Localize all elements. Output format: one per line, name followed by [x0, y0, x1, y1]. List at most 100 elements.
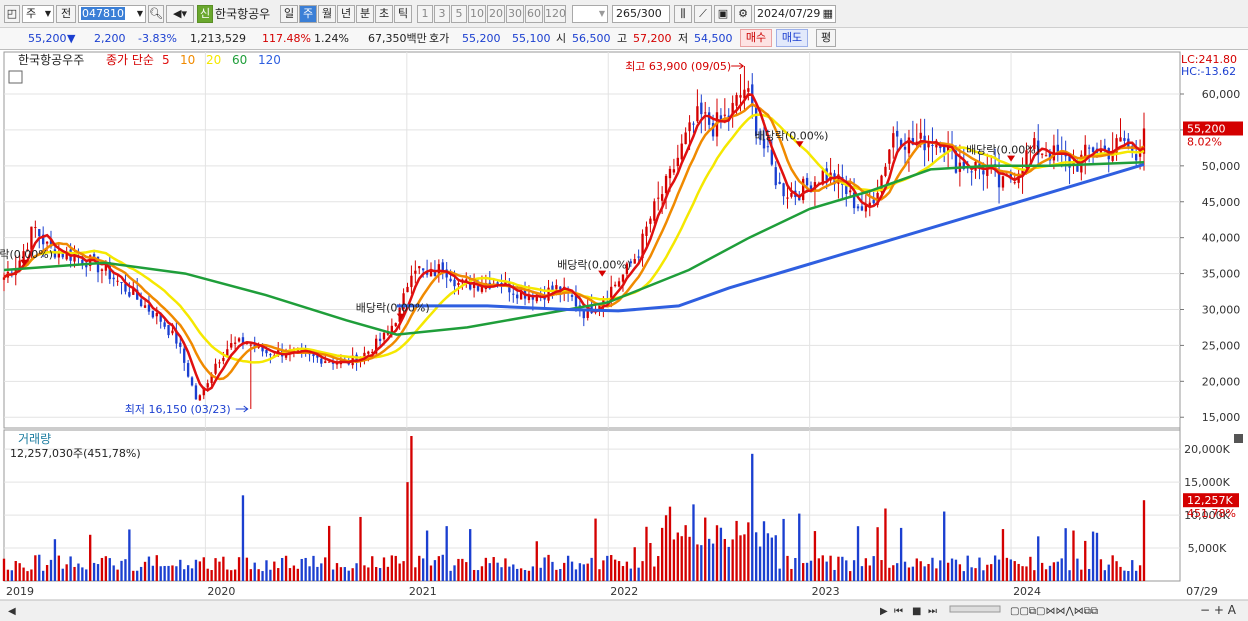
- zoom-controls-icon[interactable]: − + A: [1200, 603, 1237, 617]
- interval-button-30[interactable]: 30: [506, 5, 524, 23]
- scroll-bar[interactable]: [0, 600, 1248, 621]
- candle-body: [49, 239, 53, 247]
- candle-body: [120, 282, 123, 284]
- volume-bar: [38, 554, 41, 581]
- tab-period-2[interactable]: 월: [318, 5, 336, 23]
- volume-bar: [414, 567, 417, 581]
- volume-bar: [1099, 559, 1103, 581]
- candle-body: [104, 264, 108, 271]
- candle-body: [931, 144, 934, 146]
- interval-button-120[interactable]: 120: [544, 5, 566, 23]
- rewind-icon[interactable]: ⏮: [894, 606, 903, 617]
- tab-period-4[interactable]: 분: [356, 5, 374, 23]
- candle-body: [198, 395, 202, 401]
- volume-bar: [809, 560, 813, 581]
- interval-button-20[interactable]: 20: [487, 5, 505, 23]
- gear-icon[interactable]: ⚙: [734, 5, 752, 23]
- candle-body: [621, 274, 625, 282]
- x-axis-label: 2021: [409, 585, 437, 598]
- candle-body: [668, 168, 672, 179]
- interval-button-3[interactable]: 3: [434, 5, 450, 23]
- volume-bar: [911, 566, 915, 581]
- tab-period-0[interactable]: 일: [280, 5, 298, 23]
- candle-body: [555, 285, 558, 290]
- search-icon[interactable]: 🔍︎: [148, 5, 164, 23]
- buy-button[interactable]: 매수: [740, 29, 772, 47]
- volume-bar: [637, 567, 640, 581]
- tab-period-5[interactable]: 초: [375, 5, 393, 23]
- stock-code-input[interactable]: 047810 ▼: [78, 5, 146, 23]
- volume-bar: [194, 559, 198, 581]
- candle-body: [1025, 150, 1028, 168]
- volume-bar: [739, 535, 742, 581]
- sell-button[interactable]: 매도: [776, 29, 808, 47]
- volume-bar: [277, 568, 280, 581]
- candle-body: [112, 277, 115, 280]
- candle-type-icon[interactable]: ⫼: [674, 5, 692, 23]
- volume-bar: [49, 559, 53, 581]
- tool-icons[interactable]: ▢▢⧉▢⋈⋈⋀⋈⧉⧉: [1010, 606, 1098, 617]
- candle-body: [147, 304, 151, 312]
- candle-body: [688, 122, 691, 132]
- interval-button-5[interactable]: 5: [451, 5, 467, 23]
- candle-body: [696, 106, 699, 122]
- forward-icon[interactable]: ⏭: [928, 606, 937, 617]
- close-panel-icon[interactable]: [1234, 434, 1243, 443]
- volume-tick-label: 20,000K: [1184, 443, 1230, 456]
- volume-bar: [390, 555, 394, 581]
- scroll-left-icon[interactable]: ◀: [8, 606, 16, 617]
- volume-bar: [680, 536, 683, 581]
- candle-body: [747, 88, 750, 92]
- prev-button[interactable]: 전: [56, 5, 76, 23]
- volume-bar: [77, 563, 80, 581]
- stock-chart[interactable]: 60,00055,00050,00045,00040,00035,00030,0…: [0, 50, 1248, 621]
- volume-bar: [578, 563, 582, 581]
- eval-button[interactable]: 평: [816, 29, 836, 47]
- draw-tool-icon[interactable]: ⟋: [694, 5, 712, 23]
- table-icon[interactable]: [8, 70, 23, 84]
- period-dropdown[interactable]: 주 ▼: [22, 5, 54, 23]
- volume-bar: [10, 570, 14, 581]
- volume-bar: [61, 568, 64, 581]
- candle-body: [457, 282, 460, 286]
- interval-button-1[interactable]: 1: [417, 5, 433, 23]
- zoom-slider[interactable]: [949, 605, 1001, 613]
- volume-bar: [1107, 564, 1110, 581]
- candle-body: [73, 255, 76, 262]
- volume-bar: [492, 557, 495, 581]
- price-change-pct: -3.83%: [138, 32, 177, 45]
- chart-background: [0, 50, 1248, 621]
- candle-body: [108, 262, 111, 280]
- interval-button-10[interactable]: 10: [468, 5, 486, 23]
- tab-period-1[interactable]: 주: [299, 5, 317, 23]
- candle-body: [437, 264, 441, 274]
- tab-period-6[interactable]: 틱: [394, 5, 412, 23]
- candle-body: [406, 286, 409, 293]
- bid-price: 55,200: [462, 32, 501, 45]
- candle-body: [214, 363, 217, 374]
- volume-bar: [57, 555, 61, 581]
- volume-bar: [527, 570, 531, 581]
- volume-bar: [206, 568, 209, 581]
- play-icon[interactable]: ▶: [880, 606, 888, 617]
- date-input[interactable]: 2024/07/29 ▦: [754, 5, 836, 23]
- volume-bar: [707, 538, 711, 581]
- volume-bar: [849, 571, 852, 581]
- candle-body: [617, 281, 621, 287]
- window-menu-icon[interactable]: ◰: [4, 5, 20, 23]
- candle-body: [171, 330, 174, 334]
- interval-button-60[interactable]: 60: [525, 5, 543, 23]
- tab-period-3[interactable]: 년: [337, 5, 355, 23]
- stop-icon[interactable]: ■: [912, 606, 921, 617]
- count-dropdown[interactable]: ▼: [572, 5, 608, 23]
- count-input[interactable]: 265/300: [612, 5, 670, 23]
- speaker-icon[interactable]: ◀▾: [166, 5, 194, 23]
- save-icon[interactable]: ▣: [714, 5, 732, 23]
- candle-body: [896, 130, 899, 137]
- ma-legend-20: 20: [206, 53, 221, 67]
- volume-bar: [1009, 559, 1012, 581]
- volume-bar: [743, 534, 746, 581]
- candle-body: [45, 241, 49, 244]
- candle-body: [551, 285, 554, 291]
- volume-bar: [202, 557, 205, 581]
